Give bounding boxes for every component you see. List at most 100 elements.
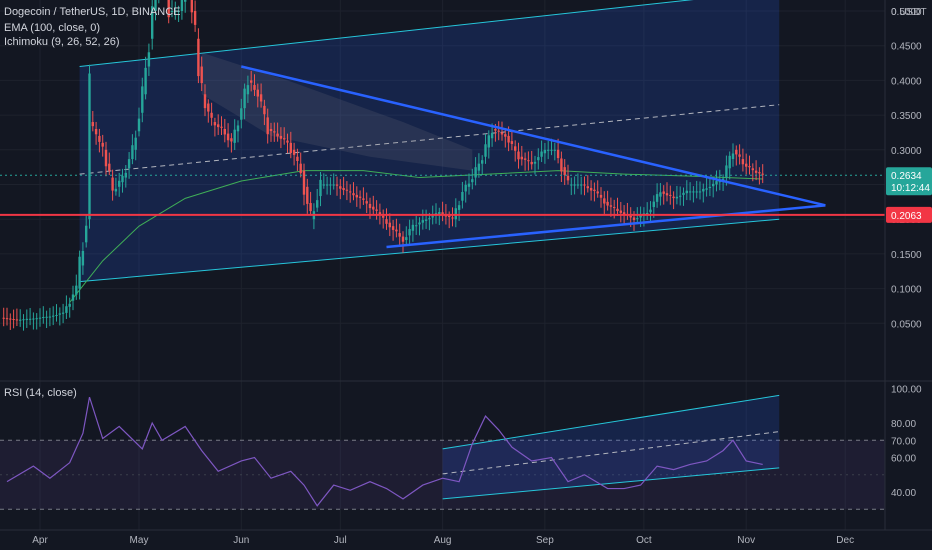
chart-title[interactable]: Dogecoin / TetherUS, 1D, BINANCE [4, 6, 181, 18]
price-tick-label: 0.1000 [891, 285, 922, 296]
candle-body [596, 191, 599, 194]
price-channel-upper [79, 0, 694, 68]
time-tick-label: Sep [536, 535, 554, 546]
candle-body [441, 212, 444, 215]
candle-body [540, 151, 543, 157]
rsi-tick-label: 100.00 [891, 385, 922, 396]
candle-body [391, 226, 395, 230]
candle-body [421, 220, 424, 223]
support-price-tag-value: 0.2063 [891, 211, 922, 222]
candle-body [705, 188, 708, 190]
candle-body [207, 103, 210, 112]
candle-body [622, 212, 626, 215]
candle-body [283, 138, 286, 140]
candle-body [464, 184, 467, 192]
candle-body [118, 180, 121, 187]
candle-body [563, 167, 566, 176]
candle-body [32, 318, 35, 320]
candle-body [200, 66, 203, 84]
rsi-panel [0, 394, 885, 510]
candle-body [12, 318, 15, 320]
candle-body [454, 208, 457, 220]
candle-body [388, 222, 391, 228]
candle-body [474, 167, 477, 178]
candle-body [457, 205, 461, 210]
candle-body [586, 186, 589, 189]
candle-body [500, 132, 504, 135]
rsi-legend[interactable]: RSI (14, close) [4, 387, 77, 399]
candle-body [385, 219, 388, 224]
ema-legend[interactable]: EMA (100, close, 0) [4, 22, 100, 34]
candle-body [609, 205, 613, 207]
candle-body [741, 159, 745, 165]
candle-body [180, 0, 184, 11]
candle-body [560, 158, 563, 172]
candle-body [758, 172, 761, 174]
candle-body [675, 196, 679, 199]
candle-body [352, 193, 355, 196]
candle-body [547, 149, 550, 151]
candle-body [375, 209, 378, 211]
price-channel-midline [79, 104, 780, 175]
candle-body [669, 194, 672, 196]
candle-body [85, 225, 88, 243]
candle-body [431, 216, 434, 218]
time-tick-label: Jul [334, 535, 347, 546]
candle-body [721, 178, 725, 180]
candle-body [372, 206, 375, 210]
candle-body [583, 184, 586, 186]
rsi-channel-fill [442, 395, 780, 499]
candle-body [368, 203, 372, 209]
candle-body [580, 184, 583, 186]
price-tick-label: 0 USDT [891, 7, 927, 18]
time-tick-label: Jun [233, 535, 249, 546]
candle-body [553, 149, 556, 151]
candle-body [263, 105, 266, 115]
candle-body [494, 128, 497, 131]
candle-body [94, 128, 98, 135]
candle-body [170, 11, 174, 12]
price-tick-label: 0.4000 [891, 76, 922, 87]
candle-body [672, 196, 675, 199]
candle-body [481, 160, 484, 164]
candle-body [250, 80, 253, 83]
candle-body [461, 191, 464, 201]
candle-body [424, 219, 428, 221]
price-tick-label: 0.1500 [891, 250, 922, 261]
candle-body [230, 138, 233, 142]
candle-body [520, 156, 523, 160]
candle-body [289, 142, 292, 153]
candle-body [147, 52, 151, 67]
rsi-line [6, 396, 763, 507]
candle-body [603, 198, 606, 204]
candle-body [398, 233, 401, 237]
candle-body [55, 314, 58, 316]
candle-body [504, 134, 507, 137]
candle-body [745, 163, 748, 167]
candle-body [322, 184, 325, 186]
candle-body [342, 187, 345, 191]
candle-body [688, 191, 692, 193]
candle-body [613, 207, 616, 209]
rsi-tick-label: 40.00 [891, 488, 916, 499]
candle-body [484, 144, 487, 157]
candle-body [151, 6, 154, 39]
candle-body [78, 256, 81, 289]
candle-body [71, 294, 75, 301]
candle-body [5, 318, 9, 320]
candle-body [438, 212, 441, 214]
candle-body [197, 38, 200, 77]
candle-body [141, 86, 144, 113]
candle-body [52, 315, 55, 317]
candle-body [345, 189, 349, 191]
candle-body [550, 149, 553, 151]
price-tick-label: 0.0500 [891, 319, 922, 330]
candle-body [649, 209, 652, 213]
candle-body [728, 155, 731, 169]
candle-body [659, 192, 662, 197]
candle-body [98, 135, 101, 142]
ichimoku-legend[interactable]: Ichimoku (9, 26, 52, 26) [4, 36, 120, 48]
candle-body [358, 196, 362, 198]
candle-body [2, 317, 5, 319]
